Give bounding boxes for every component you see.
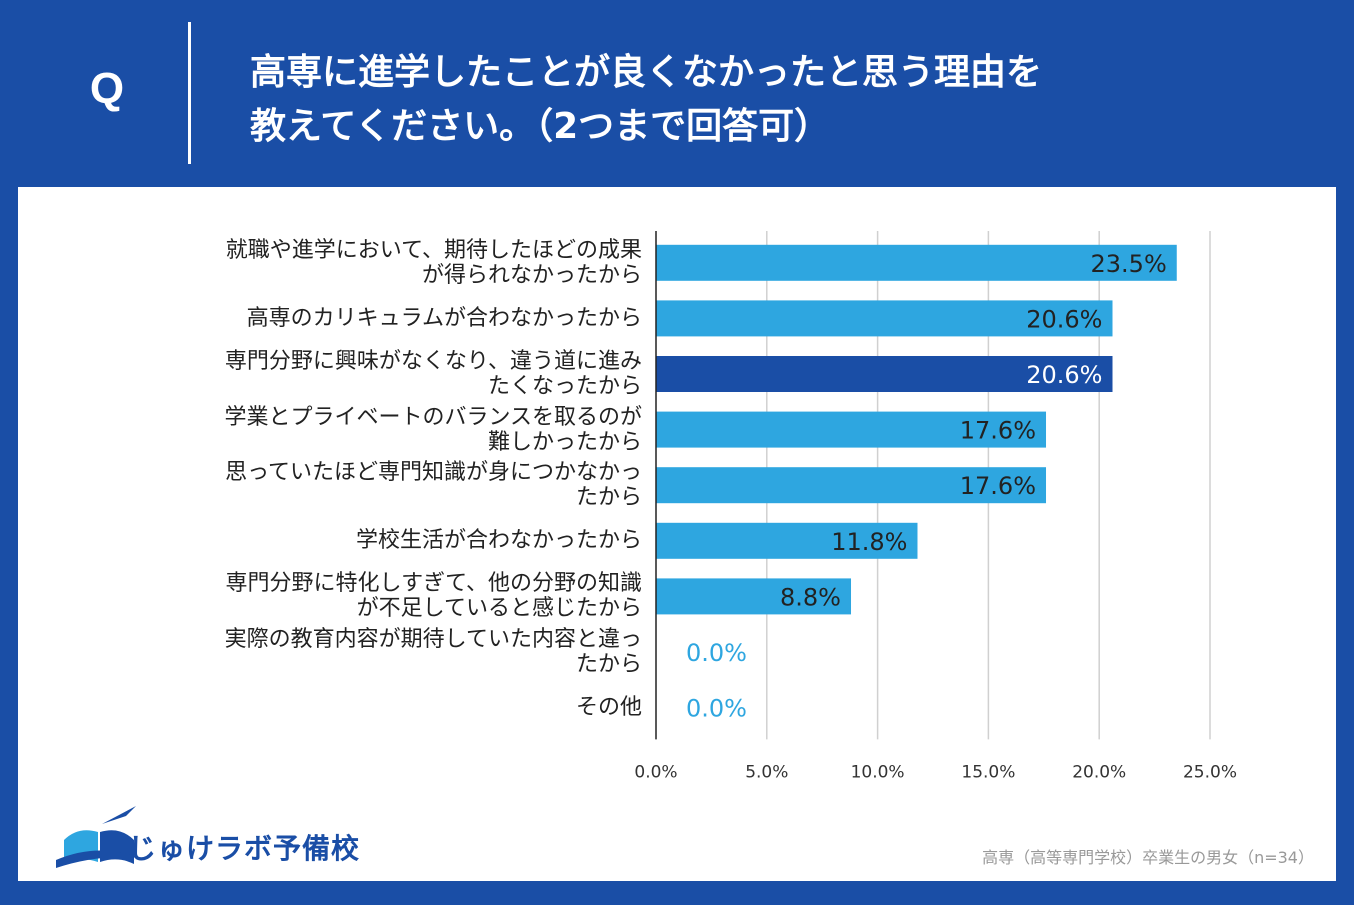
chart-panel: 0.0% 5.0% 10.0% 15.0% 20.0% 25.0% 23.5% 20.6% 20… bbox=[18, 187, 1336, 881]
logo-text: じゅけラボ予備校 bbox=[128, 832, 361, 865]
category-label-line: その他 bbox=[575, 695, 642, 721]
question-mark: Q bbox=[89, 64, 125, 113]
data-label: 20.6% bbox=[1026, 305, 1102, 333]
category-label-line: 実際の教育内容が期待していた内容と違っ bbox=[224, 627, 642, 652]
category-label: その他 bbox=[82, 695, 642, 720]
x-tick-label: 15.0% bbox=[961, 762, 1015, 782]
bar-chart: 0.0% 5.0% 10.0% 15.0% 20.0% 25.0% 23.5% 20.6% 20… bbox=[634, 231, 1237, 782]
x-tick-label: 0.0% bbox=[634, 762, 677, 782]
category-label-line: 専門分野に特化しすぎて、他の分野の知識 bbox=[225, 571, 642, 597]
bar bbox=[656, 356, 1113, 392]
bar bbox=[656, 578, 852, 615]
category-label: 専門分野に興味がなくなり、違う道に進み たくなったから bbox=[82, 349, 642, 399]
category-label-line: 学業とプライベートのバランスを取るのが bbox=[224, 404, 642, 430]
logo-icon bbox=[56, 806, 140, 868]
category-label-line: 思っていたほど専門知識が身につかなかっ bbox=[225, 460, 642, 486]
bar bbox=[656, 467, 1047, 504]
data-label: 0.0% bbox=[686, 639, 747, 667]
data-label: 8.8% bbox=[780, 583, 841, 611]
data-label: 0.0% bbox=[686, 695, 747, 723]
bar bbox=[656, 522, 918, 559]
category-label-line: たくなったから bbox=[487, 374, 642, 399]
question-text: 高専に進学したことが良くなかったと思う理由を 教えてください。（2つまで回答可） bbox=[250, 46, 1310, 154]
header-divider bbox=[188, 22, 191, 164]
category-label: 実際の教育内容が期待していた内容と違っ たから bbox=[82, 627, 642, 677]
data-label: 23.5% bbox=[1091, 250, 1167, 278]
category-label-line: たから bbox=[575, 485, 642, 511]
question-line-2: 教えてください。（2つまで回答可） bbox=[250, 106, 831, 147]
bar bbox=[656, 300, 1113, 337]
x-tick-label: 10.0% bbox=[851, 762, 905, 782]
category-label-line: たから bbox=[575, 652, 642, 677]
category-label: 思っていたほど専門知識が身につかなかっ たから bbox=[82, 460, 642, 510]
category-label: 高専のカリキュラムが合わなかったから bbox=[82, 306, 642, 331]
category-label: 就職や進学において、期待したほどの成果 が得られなかったから bbox=[82, 238, 642, 288]
category-label: 専門分野に特化しすぎて、他の分野の知識 が不足していると感じたから bbox=[82, 571, 642, 621]
category-label-line: が不足していると感じたから bbox=[356, 596, 642, 622]
data-label: 20.6% bbox=[1026, 361, 1102, 389]
data-label: 17.6% bbox=[960, 417, 1036, 445]
x-tick-label: 5.0% bbox=[745, 762, 788, 782]
category-label-line: が得られなかったから bbox=[421, 262, 642, 288]
category-label-line: 就職や進学において、期待したほどの成果 bbox=[225, 237, 642, 263]
category-label: 学校生活が合わなかったから bbox=[82, 528, 642, 553]
category-label-line: 難しかったから bbox=[487, 429, 642, 455]
data-label: 17.6% bbox=[960, 472, 1036, 500]
data-label: 11.8% bbox=[831, 528, 907, 556]
bar bbox=[656, 244, 1177, 281]
bar bbox=[656, 411, 1047, 448]
category-label-line: 高専のカリキュラムが合わなかったから bbox=[246, 305, 642, 331]
category-label-line: 専門分野に興味がなくなり、違う道に進み bbox=[224, 349, 642, 374]
sample-note: 高専（高等専門学校）卒業生の男女（n=34） bbox=[982, 848, 1314, 867]
category-label: 学業とプライベートのバランスを取るのが 難しかったから bbox=[82, 405, 642, 455]
category-label-line: 学校生活が合わなかったから bbox=[355, 528, 642, 554]
x-tick-label: 25.0% bbox=[1183, 762, 1237, 782]
x-tick-label: 20.0% bbox=[1072, 762, 1126, 782]
question-line-1: 高専に進学したことが良くなかったと思う理由を bbox=[250, 52, 1043, 93]
